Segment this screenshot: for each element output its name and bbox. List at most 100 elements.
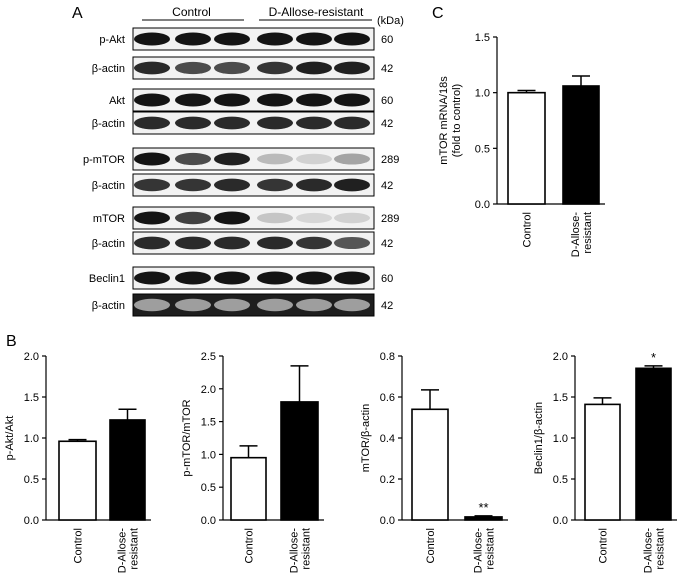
y-tick-label: 0.2: [380, 474, 395, 486]
significance-marker: *: [651, 350, 656, 365]
bar: [230, 456, 267, 521]
blot-band: [257, 298, 293, 312]
panel-label-a: A: [72, 5, 83, 22]
blot-band: [257, 236, 293, 250]
blot-band: [334, 32, 370, 46]
blot-band: [175, 32, 211, 46]
blot-band: [334, 236, 370, 250]
y-tick-label: 0.0: [24, 515, 39, 527]
y-tick-label: 0.6: [380, 392, 395, 404]
blot-band: [296, 298, 332, 312]
blot-band: [296, 178, 332, 192]
category-label: Control: [244, 528, 256, 563]
blot-kda-label: 60: [381, 34, 393, 46]
blot-band: [257, 61, 293, 75]
blot-row-label: Beclin1: [89, 273, 125, 285]
blot-row-label: β-actin: [92, 238, 125, 250]
blot-band: [214, 152, 250, 166]
blot-band: [334, 212, 370, 224]
y-axis-label: Beclin1/β-actin: [533, 402, 545, 474]
blot-kda-label: 60: [381, 273, 393, 285]
y-tick-label: 1.5: [475, 32, 490, 44]
blot-kda-label: 42: [381, 300, 393, 312]
blot-band: [214, 178, 250, 192]
blot-row-label: β-actin: [92, 118, 125, 130]
category-label: Control: [425, 528, 437, 563]
blot-band: [257, 212, 293, 224]
blot-band: [175, 152, 211, 166]
kda-header: (kDa): [377, 15, 404, 27]
blot-band: [257, 32, 293, 46]
blot-band: [296, 212, 332, 224]
western-blot-panel: Control D-Allose-resistant (kDa) p-Akt 60 β-a…: [83, 5, 404, 317]
blot-band: [134, 178, 170, 192]
blot-band: [175, 236, 211, 250]
category-label: Control: [522, 212, 534, 247]
y-tick-label: 1.5: [24, 392, 39, 404]
bar-chart: 0.0 0.2 0.4 0.6 0.8 mTOR/β-actin Control ** D-Al…: [360, 351, 508, 573]
blot-band: [175, 116, 211, 130]
blot-band: [334, 153, 370, 165]
blot-band: [296, 153, 332, 165]
bar-chart: 0.0 0.5 1.0 1.5 2.0 p-Akt/Akt Control D-Allose-…: [4, 351, 151, 573]
y-tick-label: 0.0: [380, 515, 395, 527]
y-axis-label: p-Akt/Akt: [4, 416, 16, 461]
blot-band: [296, 61, 332, 75]
panel-label-b: B: [6, 333, 17, 350]
blot-band: [257, 271, 293, 285]
blot-band: [334, 116, 370, 130]
blot-band: [175, 178, 211, 192]
category-label: Control: [73, 528, 85, 563]
category-label: D-Allose-resistant: [643, 528, 667, 574]
blot-row-label: mTOR: [93, 213, 125, 225]
category-label: D-Allose-resistant: [473, 528, 497, 574]
blot-row-label: β-actin: [92, 63, 125, 75]
blot-band: [134, 236, 170, 250]
y-tick-label: 0.5: [24, 474, 39, 486]
bar: [280, 401, 319, 521]
bar: [58, 440, 97, 521]
blot-band: [334, 93, 370, 107]
y-tick-label: 2.5: [201, 351, 216, 363]
blot-band: [175, 211, 211, 225]
bar-charts: 0.0 0.5 1.0 1.5 2.0 p-Akt/Akt Control D-Allose-…: [4, 32, 677, 573]
blot-kda-label: 289: [381, 154, 399, 166]
blot-band: [175, 61, 211, 75]
blot-band: [334, 61, 370, 75]
y-tick-label: 2.0: [553, 351, 568, 363]
blot-kda-label: 42: [381, 118, 393, 130]
blot-band: [296, 236, 332, 250]
blot-kda-label: 60: [381, 95, 393, 107]
blot-band: [296, 93, 332, 107]
y-tick-label: 1.0: [201, 449, 216, 461]
panel-label-c: C: [432, 5, 444, 22]
bar-chart: 0.0 0.5 1.0 1.5 mTOR mRNA/18s(fold to contro…: [438, 32, 605, 257]
blot-band: [214, 236, 250, 250]
blot-band: [175, 93, 211, 107]
blot-row-label: β-actin: [92, 180, 125, 192]
category-label: D-Allose-resistant: [570, 212, 594, 258]
bar: [584, 403, 621, 521]
bar-chart: 0.0 0.5 1.0 1.5 2.0 Beclin1/β-actin Control * D-…: [533, 350, 677, 573]
bar: [464, 516, 503, 521]
blot-band: [334, 271, 370, 285]
blot-band: [214, 61, 250, 75]
blot-band: [257, 153, 293, 165]
blot-band: [257, 116, 293, 130]
blot-kda-label: 42: [381, 238, 393, 250]
y-tick-label: 1.0: [24, 433, 39, 445]
blot-band: [175, 271, 211, 285]
bar: [635, 367, 672, 521]
blot-kda-label: 42: [381, 63, 393, 75]
blot-band: [214, 93, 250, 107]
bar: [109, 419, 146, 521]
y-tick-label: 0.0: [201, 515, 216, 527]
group-label: D-Allose-resistant: [269, 5, 364, 19]
y-tick-label: 0.5: [475, 143, 490, 155]
blot-band: [214, 116, 250, 130]
blot-band: [214, 32, 250, 46]
blot-row-label: p-Akt: [99, 34, 125, 46]
blot-row-label: β-actin: [92, 300, 125, 312]
blot-band: [214, 211, 250, 225]
